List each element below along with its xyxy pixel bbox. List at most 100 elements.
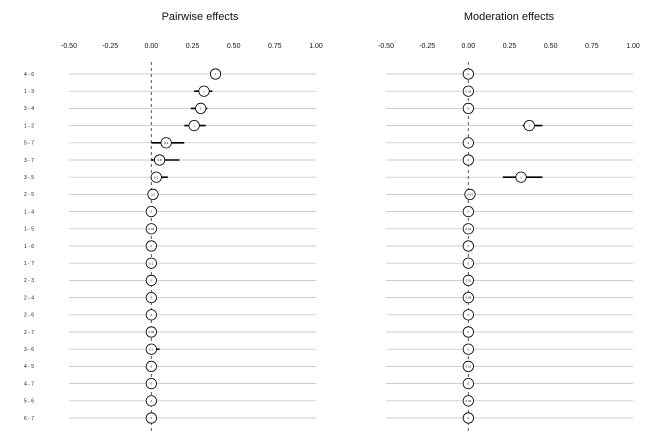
point-label: 0.2 — [151, 193, 156, 197]
x-tick-label: 0.00 — [462, 43, 476, 50]
row-label: 2 - 4 — [24, 295, 34, 301]
row-label: 1 - 7 — [24, 261, 34, 267]
point-label: 0 — [467, 141, 469, 145]
estimate-point — [145, 395, 157, 407]
point-label: 0 — [150, 399, 152, 403]
estimate-point — [462, 377, 474, 390]
point-label: 0 — [150, 365, 152, 369]
point-label: 0 — [467, 416, 469, 420]
estimate-point — [153, 154, 166, 166]
row-label: 2 - 6 — [24, 313, 34, 319]
point-label: 0 — [467, 382, 469, 386]
point-label: 0 — [467, 107, 469, 111]
point-label: 0 — [467, 210, 469, 214]
estimate-point — [462, 102, 474, 115]
row-label: 5 - 7 — [24, 141, 34, 147]
point-label: 0 — [467, 72, 469, 76]
estimate-point — [145, 343, 157, 355]
point-label: 1 — [203, 89, 205, 93]
x-tick-label: 0.50 — [544, 43, 558, 50]
estimate-point — [462, 412, 474, 424]
estimate-point — [515, 171, 527, 183]
point-label: 0.02 — [148, 227, 154, 231]
x-tick-label: -0.25 — [102, 43, 118, 50]
estimate-point — [188, 120, 200, 132]
point-label: 0.9 — [164, 141, 169, 145]
point-label: 0.6 — [157, 158, 162, 162]
row-label: 4 - 6 — [24, 72, 34, 78]
estimate-point — [462, 240, 474, 252]
estimate-point — [145, 257, 157, 269]
estimate-point — [462, 206, 474, 218]
x-tick-label: -0.50 — [61, 43, 77, 50]
row-label: 1 - 6 — [24, 244, 34, 250]
point-label: 0 — [150, 210, 152, 214]
estimate-point — [462, 309, 474, 321]
point-label: 0.06 — [465, 296, 471, 300]
estimate-point — [145, 240, 157, 252]
estimate-point — [145, 377, 157, 390]
row-label: 2 - 7 — [24, 330, 34, 336]
row-label: 5 - 6 — [24, 399, 34, 405]
point-label: 0 — [150, 416, 152, 420]
point-label: 0 — [467, 261, 469, 265]
estimate-point — [145, 223, 157, 235]
row-label: 4 - 7 — [24, 381, 34, 387]
row-label: 1 - 5 — [24, 227, 34, 233]
chart-panel-2: Moderation effects -0.50 -0.25 0.00 0.25 0.50… — [378, 11, 640, 432]
estimate-point — [145, 360, 157, 372]
estimate-point — [462, 137, 474, 149]
x-tick-label: 0.25 — [186, 43, 200, 50]
chart-panel-1: Pairwise effects-0.50 -0.25 0.00 0.25 0.50 0.… — [24, 11, 323, 432]
row-label: 2 - 3 — [24, 278, 34, 284]
estimate-point — [462, 395, 474, 407]
row-label: 3 - 7 — [24, 158, 34, 164]
point-label: 0 — [467, 330, 469, 334]
estimate-point — [462, 154, 474, 166]
x-tick-label: 1.00 — [626, 43, 640, 50]
point-label: 0.01 — [465, 365, 471, 369]
row-label: 1 - 4 — [24, 209, 34, 215]
point-label: 0.05 — [465, 399, 471, 403]
point-label: 0.1 — [149, 261, 154, 265]
row-label: 1 - 2 — [24, 123, 34, 129]
estimate-point — [145, 309, 157, 321]
point-label: 1 — [528, 124, 530, 128]
point-label: 1 — [193, 124, 195, 128]
estimate-point — [150, 171, 162, 183]
x-tick-label: -0.50 — [378, 43, 394, 50]
point-label: 0 — [150, 382, 152, 386]
point-label: 0.04 — [465, 89, 471, 93]
estimate-point — [145, 274, 157, 286]
estimate-point — [145, 326, 157, 338]
point-label: 0 — [150, 296, 152, 300]
chart-title: Pairwise effects — [162, 11, 239, 23]
point-label: 0 — [467, 347, 469, 351]
estimate-point — [462, 223, 474, 235]
point-label: 1 — [215, 72, 217, 76]
point-label: 0 — [150, 279, 152, 283]
point-label: 0.1 — [149, 347, 154, 351]
estimate-point — [464, 188, 476, 200]
estimate-point — [147, 188, 159, 200]
estimate-point — [523, 120, 535, 132]
x-tick-label: 1.00 — [309, 43, 323, 50]
estimate-point — [462, 257, 474, 269]
estimate-point — [462, 343, 474, 355]
x-tick-label: 0.75 — [585, 43, 599, 50]
point-label: 0.08 — [148, 330, 154, 334]
estimate-point — [462, 85, 474, 97]
point-label: 1 — [200, 107, 202, 111]
estimate-point — [462, 360, 474, 372]
point-label: 0.01 — [465, 279, 471, 283]
estimate-point — [209, 68, 222, 80]
estimate-point — [198, 85, 210, 97]
estimate-point — [160, 137, 172, 149]
x-tick-label: 0.25 — [503, 43, 517, 50]
row-label: 3 - 6 — [24, 347, 34, 353]
x-tick-label: 0.00 — [145, 43, 159, 50]
row-label: 3 - 5 — [24, 175, 34, 181]
estimate-point — [145, 291, 157, 304]
row-label: 4 - 5 — [24, 364, 34, 370]
